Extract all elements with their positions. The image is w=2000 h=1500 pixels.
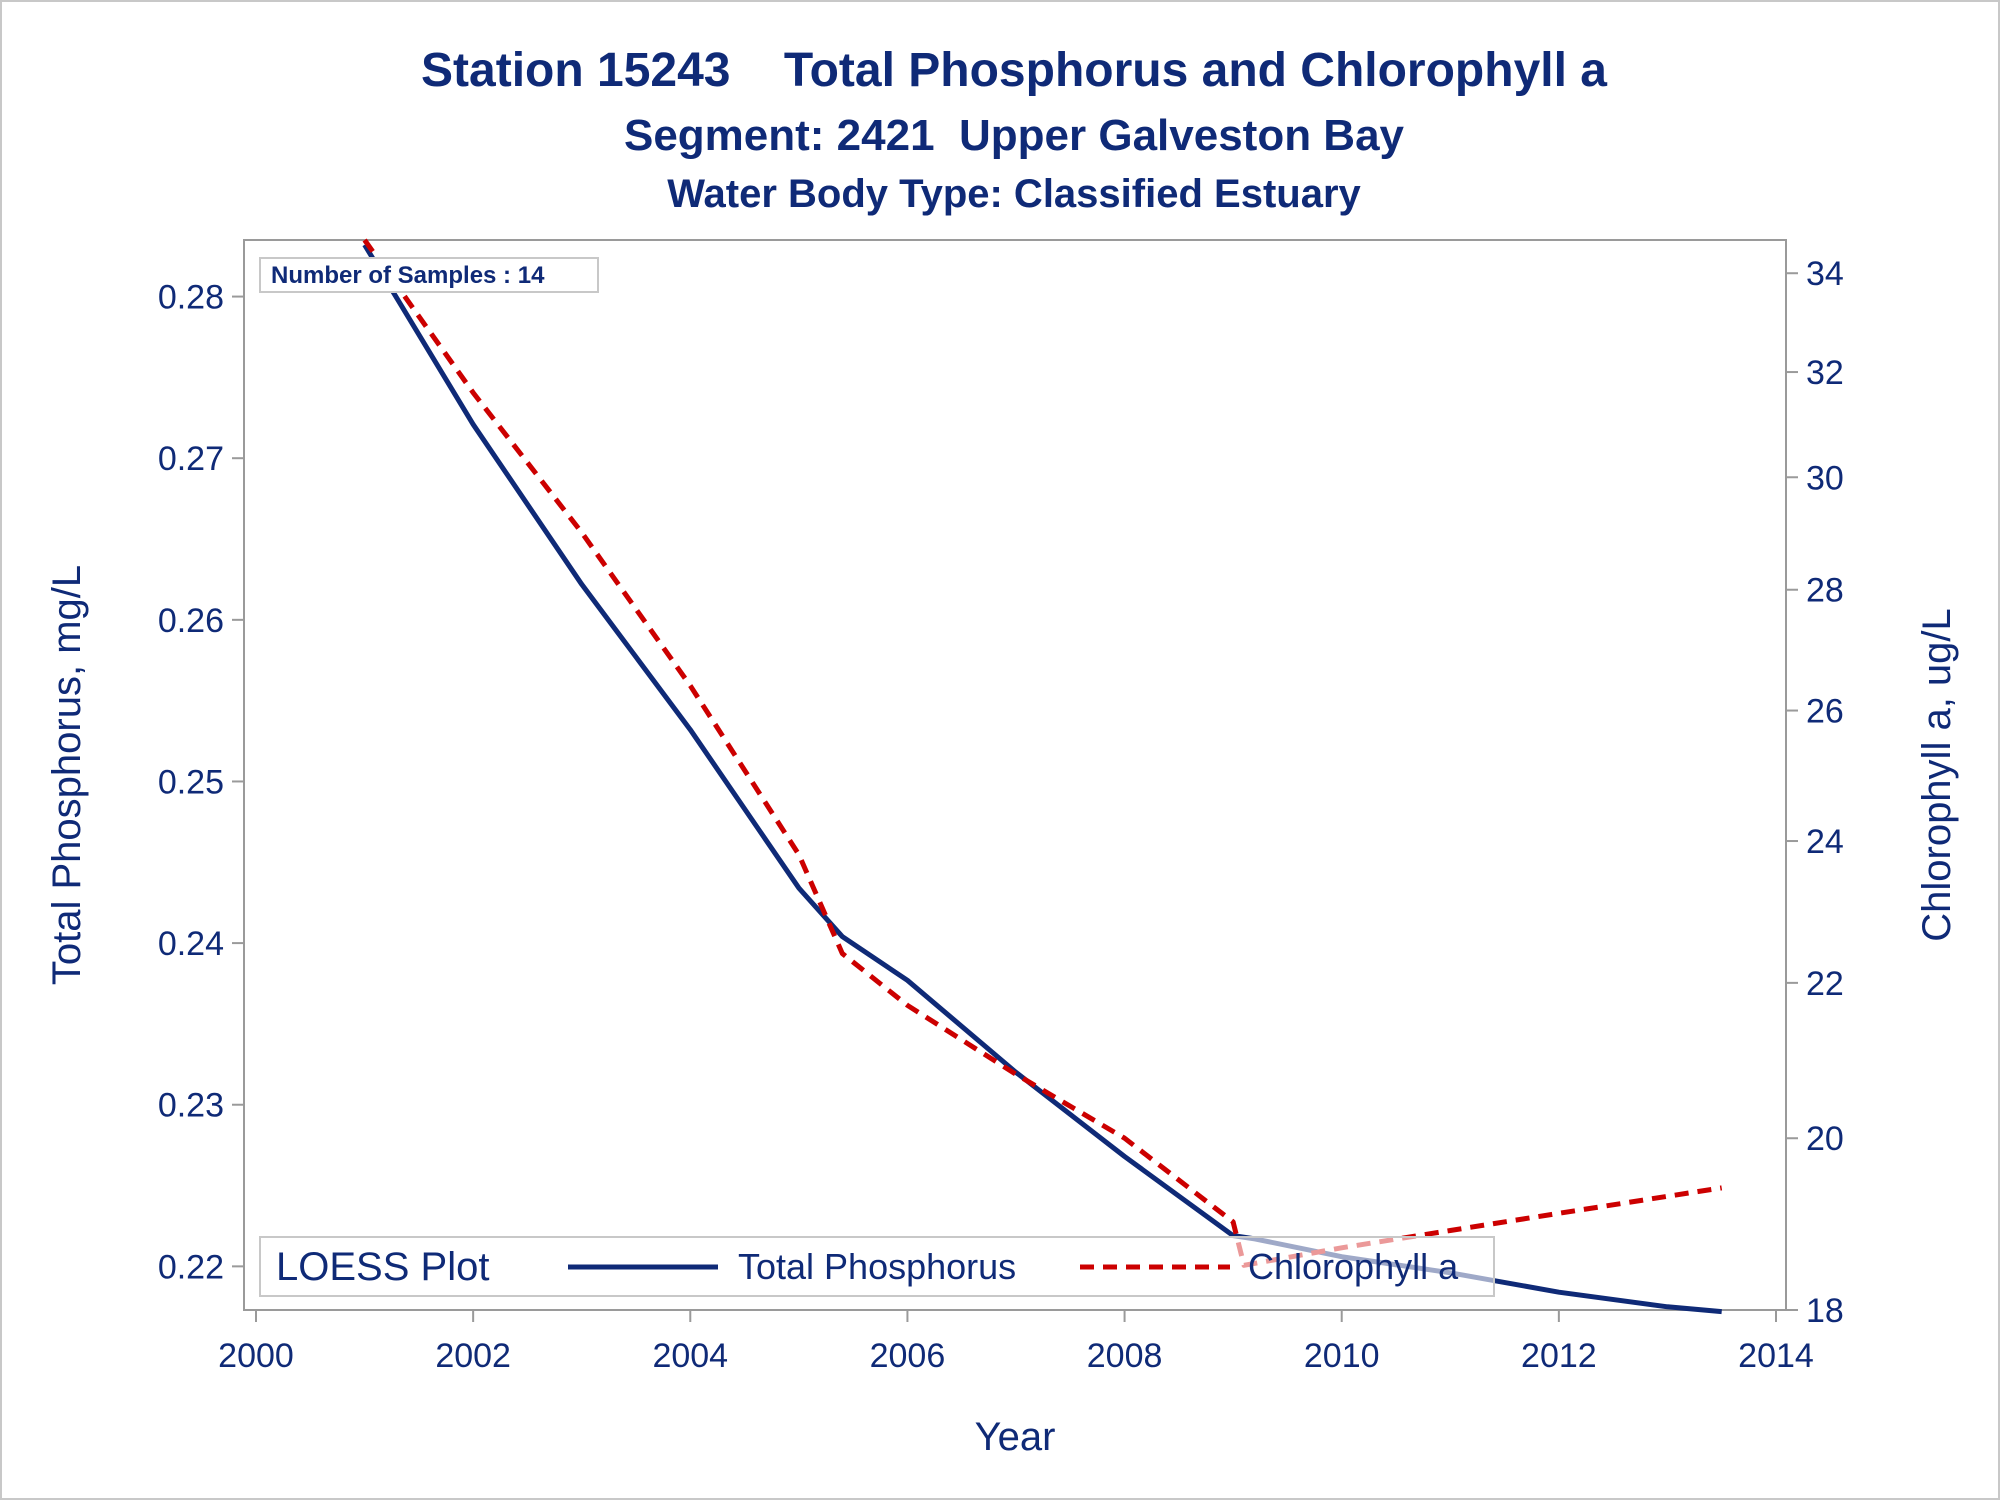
y2-tick-label: 26 bbox=[1806, 693, 1844, 731]
series-line-total-phosphorus bbox=[362, 243, 1722, 1315]
chart-subtitle-2: Water Body Type: Classified Estuary bbox=[667, 172, 1361, 216]
series-layer bbox=[362, 238, 1723, 1315]
plot-area bbox=[243, 239, 1787, 1311]
legend: LOESS Plot Total Phosphorus Chlorophyll … bbox=[259, 1236, 1495, 1297]
y-tick-label: 0.23 bbox=[158, 1087, 224, 1125]
legend-title: LOESS Plot bbox=[276, 1245, 489, 1289]
y-axis: 0.22 0.23 0.24 0.25 0.26 0.27 0.28 bbox=[158, 279, 244, 1286]
y2-tick-label: 24 bbox=[1806, 823, 1844, 861]
x-axis: 2000 2002 2004 2006 2008 2010 2012 2014 bbox=[218, 1310, 1814, 1375]
sample-count-text: Number of Samples : 14 bbox=[271, 262, 545, 289]
y-tick-label: 0.25 bbox=[158, 763, 224, 801]
x-tick-label: 2014 bbox=[1738, 1337, 1814, 1375]
y2-tick-label: 32 bbox=[1806, 354, 1844, 392]
y2-axis: 18 20 22 24 26 28 30 32 34 bbox=[1786, 255, 1844, 1330]
x-axis-label: Year bbox=[975, 1415, 1056, 1459]
y2-tick-label: 30 bbox=[1806, 459, 1844, 497]
legend-label-total-phosphorus: Total Phosphorus bbox=[738, 1246, 1016, 1287]
y-axis-label: Total Phosphorus, mg/L bbox=[45, 565, 89, 985]
y2-tick-label: 34 bbox=[1806, 255, 1844, 293]
sample-count-frame bbox=[259, 257, 599, 293]
legend-frame bbox=[259, 1236, 1495, 1297]
y-tick-label: 0.24 bbox=[158, 925, 224, 963]
legend-label-chlorophyll: Chlorophyll a bbox=[1248, 1246, 1459, 1287]
chart-title: Station 15243 Total Phosphorus and Chlor… bbox=[421, 44, 1607, 97]
y2-tick-label: 18 bbox=[1806, 1292, 1844, 1330]
x-tick-label: 2004 bbox=[652, 1337, 728, 1375]
y2-axis-label: Chlorophyll a, ug/L bbox=[1915, 608, 1959, 942]
y2-tick-label: 20 bbox=[1806, 1120, 1844, 1158]
x-tick-label: 2008 bbox=[1087, 1337, 1163, 1375]
sample-count-box: Number of Samples : 14 bbox=[259, 257, 599, 293]
x-tick-label: 2002 bbox=[435, 1337, 511, 1375]
chart-subtitle: Segment: 2421 Upper Galveston Bay bbox=[624, 111, 1405, 160]
x-tick-label: 2000 bbox=[218, 1337, 294, 1375]
x-tick-label: 2010 bbox=[1304, 1337, 1380, 1375]
y2-tick-label: 28 bbox=[1806, 572, 1844, 610]
y-tick-label: 0.22 bbox=[158, 1248, 224, 1286]
y-tick-label: 0.27 bbox=[158, 440, 224, 478]
series-line-chlorophyll-a bbox=[362, 238, 1723, 1268]
y2-tick-label: 22 bbox=[1806, 965, 1844, 1003]
y-tick-label: 0.28 bbox=[158, 279, 224, 317]
x-tick-label: 2012 bbox=[1521, 1337, 1597, 1375]
y-tick-label: 0.26 bbox=[158, 602, 224, 640]
x-tick-label: 2006 bbox=[870, 1337, 946, 1375]
